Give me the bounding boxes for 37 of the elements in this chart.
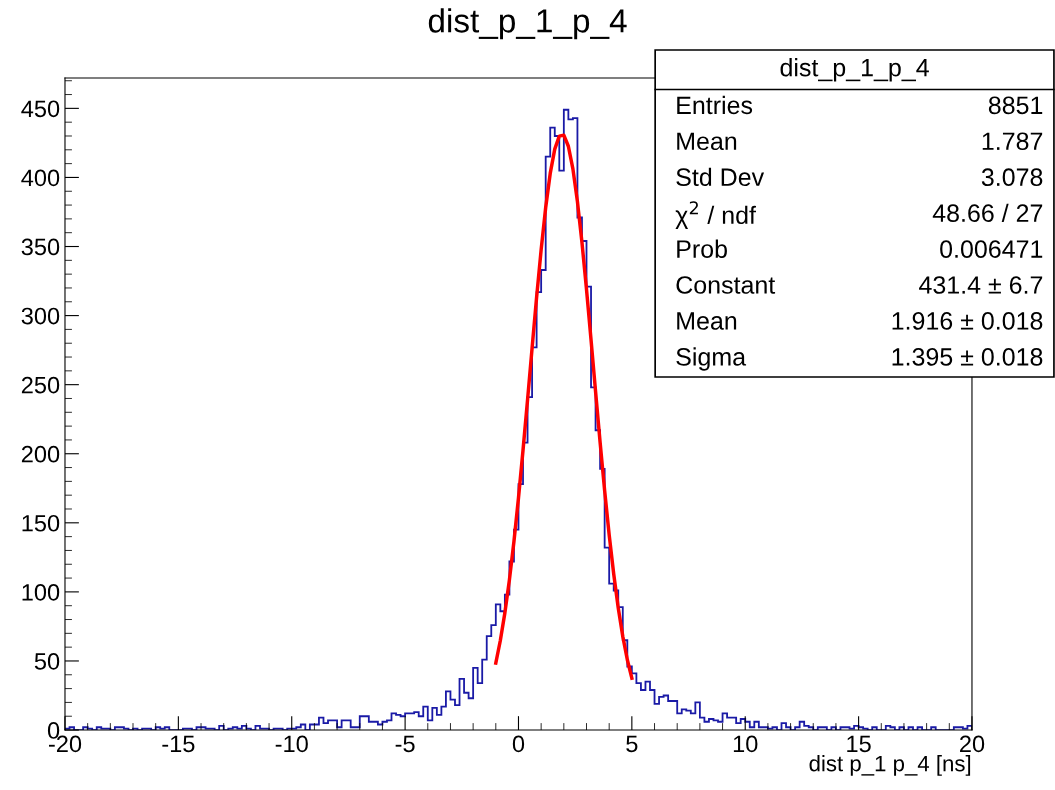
line-series	[494, 133, 634, 680]
annotation: Sigma	[676, 347, 747, 371]
text: 3.078	[981, 168, 1043, 187]
y-tick-label: 450	[21, 100, 60, 118]
annotation: dist_p_1_p_4	[780, 58, 929, 82]
annotation: Constant	[676, 276, 776, 294]
annotation: Mean	[677, 132, 737, 151]
x-tick-label: -10	[275, 735, 308, 753]
annotation: 48.66 / 27	[932, 203, 1043, 222]
annotation: χ$^{2}$ / ndf	[675, 201, 757, 230]
x-tick-label: -5	[395, 735, 415, 753]
x-tick-label: 0	[512, 735, 525, 753]
annotation: Prob	[677, 239, 727, 258]
annotation: Entries	[677, 95, 753, 115]
x-tick-label: 15	[847, 735, 871, 753]
x-tick-label: 5	[626, 735, 638, 753]
y-tick-label: 300	[21, 307, 60, 325]
x-tick-label: 20	[960, 735, 985, 753]
y-tick-label: 250	[21, 376, 60, 394]
x-tick-label: 10	[733, 735, 758, 753]
text: 1.787	[982, 132, 1043, 151]
text: 8851	[988, 96, 1043, 115]
annotation: 0.006471	[940, 240, 1043, 258]
y-tick-label: 50	[34, 653, 60, 670]
chart-title: dist_p_1_p_4	[428, 8, 627, 40]
annotation: Mean	[677, 312, 737, 330]
annotation: Std Dev	[676, 167, 765, 187]
annotation: 1.395 ± 0.018	[892, 348, 1043, 366]
y-tick-label: 350	[21, 238, 60, 256]
y-tick-label: 200	[21, 445, 60, 463]
y-tick-label: 400	[21, 169, 60, 187]
x-tick-label: -15	[162, 735, 195, 753]
annotation: 1.916 ± 0.018	[892, 312, 1043, 330]
annotation: 431.4 ± 6.7	[919, 276, 1043, 294]
y-tick-label: 100	[22, 583, 60, 601]
y-tick-label: 150	[22, 514, 60, 532]
x-axis-title: dist p_1 p_4 [ns]	[809, 755, 971, 776]
